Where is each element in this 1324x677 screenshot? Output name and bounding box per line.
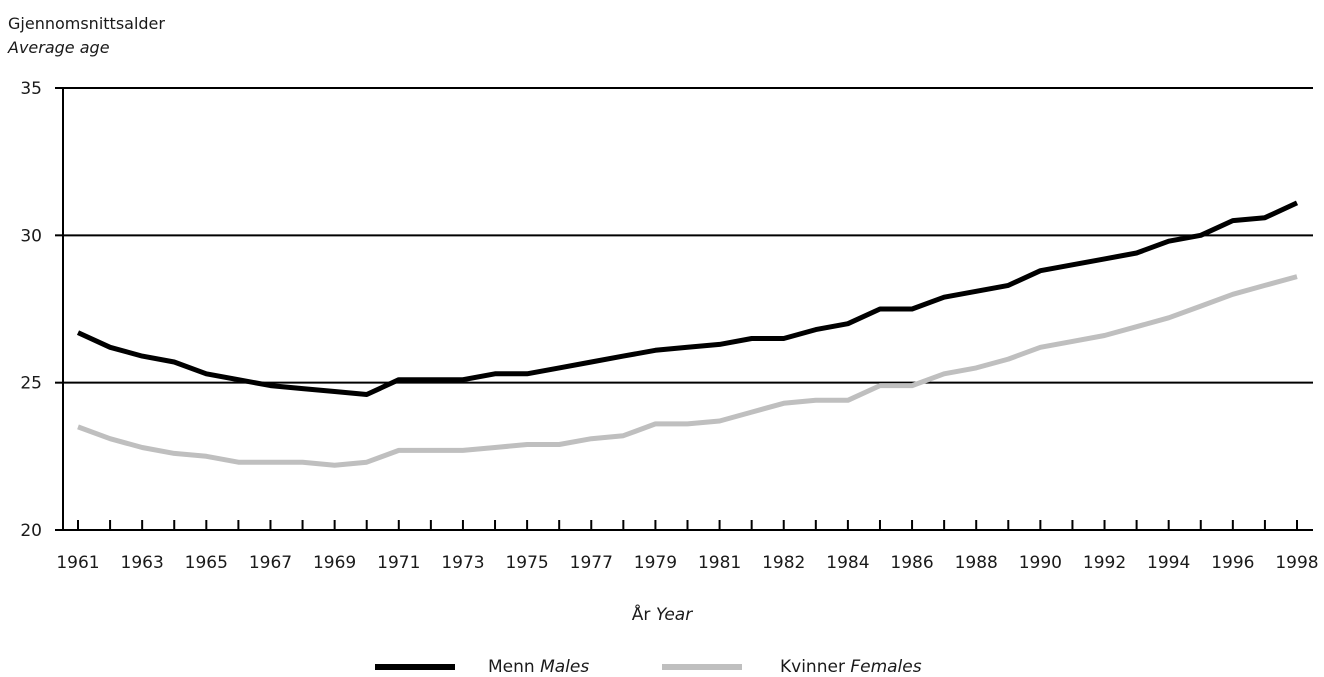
x-tick-label-1967: 1967 — [249, 553, 292, 573]
x-tick-label-1994: 1994 — [1147, 553, 1190, 573]
legend-label-males: Menn Males — [488, 657, 589, 677]
x-tick-label-1981: 1981 — [698, 553, 741, 573]
x-tick-label-1984: 1984 — [826, 553, 869, 573]
y-tick-label-20: 20 — [20, 521, 42, 541]
y-tick-label-25: 25 — [20, 374, 42, 394]
x-tick-label-1961: 1961 — [56, 553, 99, 573]
x-axis-title-main: År — [632, 603, 656, 625]
legend-label-main: Kvinner — [780, 657, 850, 677]
x-tick-label-1977: 1977 — [570, 553, 613, 573]
y-tick-label-30: 30 — [20, 226, 42, 246]
legend-label-females: Kvinner Females — [780, 657, 922, 677]
x-axis-title-sub: Year — [656, 605, 693, 625]
x-tick-label-1982: 1982 — [762, 553, 805, 573]
x-tick-label-1963: 1963 — [121, 553, 164, 573]
x-tick-label-1996: 1996 — [1211, 553, 1254, 573]
legend-label-main: Menn — [488, 657, 540, 677]
gridlines — [63, 87, 1313, 384]
x-tick-label-1992: 1992 — [1083, 553, 1126, 573]
series-line-females — [77, 274, 1298, 468]
y-tick-label-35: 35 — [20, 79, 42, 99]
x-tick-label-1988: 1988 — [955, 553, 998, 573]
legend-label-sub: Females — [850, 657, 921, 677]
x-tick-label-1975: 1975 — [505, 553, 548, 573]
ticks — [55, 87, 1298, 531]
y-axis-subtitle: Average age — [8, 38, 110, 57]
y-axis-title: Gjennomsnittsalder — [8, 14, 165, 33]
x-tick-label-1969: 1969 — [313, 553, 356, 573]
legend-label-sub: Males — [540, 657, 589, 677]
series-line-males — [76, 200, 1299, 397]
x-tick-label-1979: 1979 — [634, 553, 677, 573]
x-axis-title: År Year — [632, 603, 693, 625]
x-tick-label-1971: 1971 — [377, 553, 420, 573]
x-tick-label-1990: 1990 — [1019, 553, 1062, 573]
tick-labels: 20 25 30 35 1961 1963 1965 1967 1969 1971 1973 1975… — [20, 79, 1318, 573]
x-tick-label-1986: 1986 — [890, 553, 933, 573]
x-tick-label-1965: 1965 — [185, 553, 228, 573]
x-tick-label-1973: 1973 — [441, 553, 484, 573]
x-tick-label-1998: 1998 — [1275, 553, 1318, 573]
legend: Menn Males Kvinner Females — [375, 657, 922, 677]
series-lines — [76, 200, 1299, 468]
